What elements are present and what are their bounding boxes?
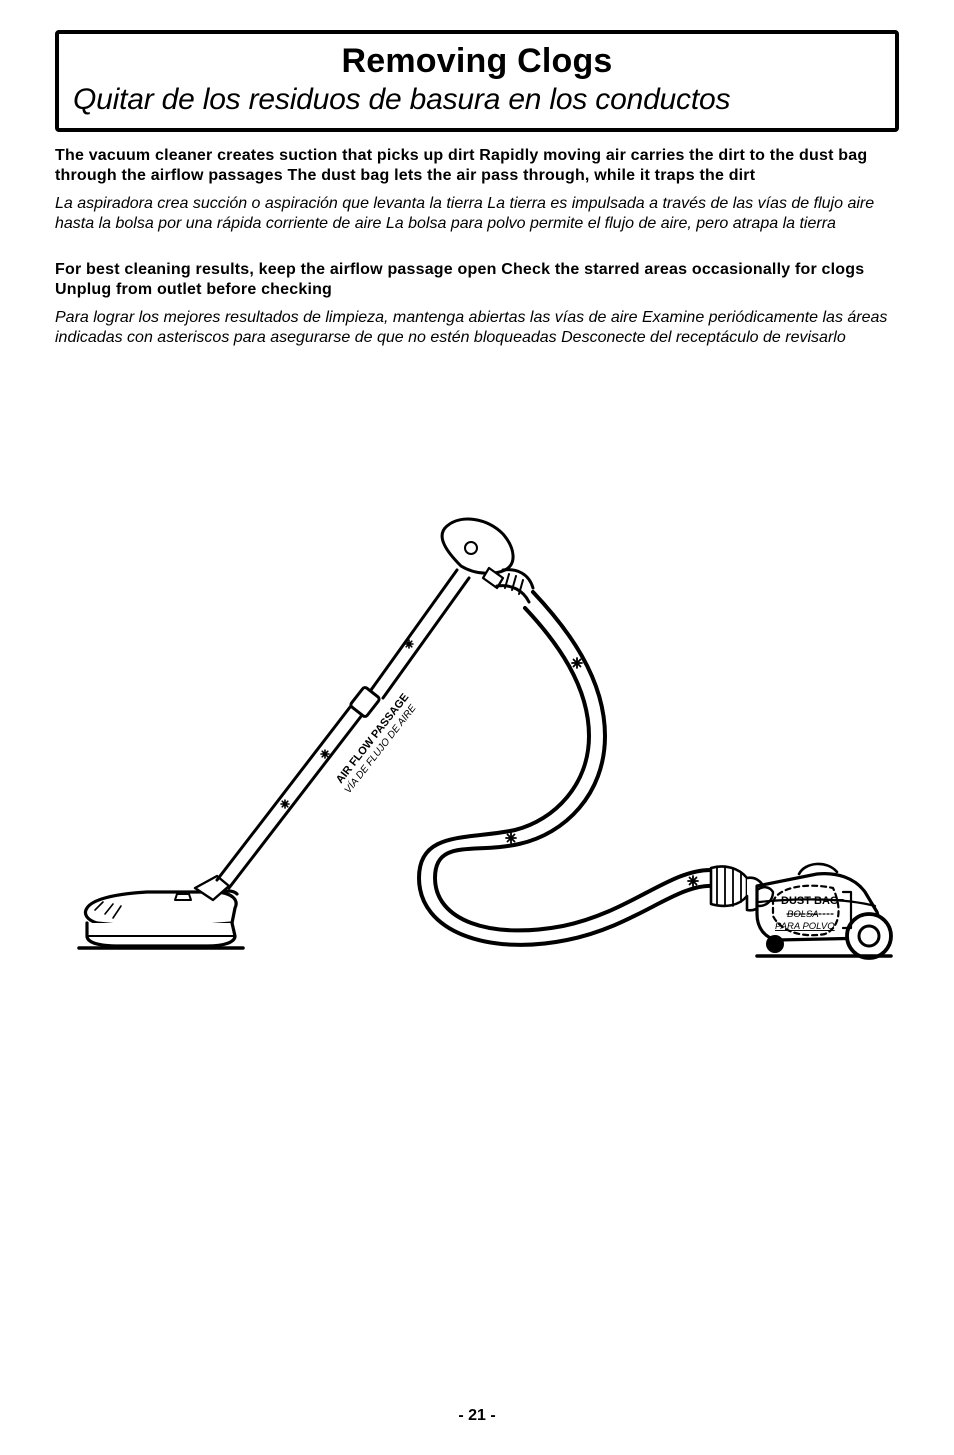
- paragraph-1-spanish: La aspiradora crea succión o aspiración …: [55, 194, 899, 234]
- spacer: [55, 242, 899, 260]
- dustbag-label-en: DUST BAG: [781, 895, 838, 907]
- power-nozzle-icon: [79, 876, 243, 948]
- paragraph-1-english: The vacuum cleaner creates suction that …: [55, 146, 899, 186]
- paragraph-2-spanish: Para lograr los mejores resultados de li…: [55, 308, 899, 348]
- handle-icon: [442, 519, 533, 602]
- hose-icon: [419, 592, 713, 945]
- airflow-label-es: VÍA DE FLUJO DE AIRE: [341, 701, 419, 795]
- canister-body-icon: [757, 864, 891, 958]
- page-number: - 21 -: [0, 1407, 954, 1425]
- dustbag-label-es-2: PARA POLVO: [775, 921, 835, 932]
- manual-page: Removing Clogs Quitar de los residuos de…: [0, 0, 954, 1455]
- vacuum-diagram: AIR FLOW PASSAGE VÍA DE FLUJO DE AIRE DU…: [57, 508, 897, 1008]
- title-box: Removing Clogs Quitar de los residuos de…: [55, 30, 899, 132]
- title-spanish: Quitar de los residuos de basura en los …: [73, 83, 881, 118]
- paragraph-2-english: For best cleaning results, keep the airf…: [55, 260, 899, 300]
- airflow-label-icon: AIR FLOW PASSAGE VÍA DE FLUJO DE AIRE: [334, 691, 419, 795]
- title-english: Removing Clogs: [73, 42, 881, 81]
- wand-icon: [217, 570, 469, 888]
